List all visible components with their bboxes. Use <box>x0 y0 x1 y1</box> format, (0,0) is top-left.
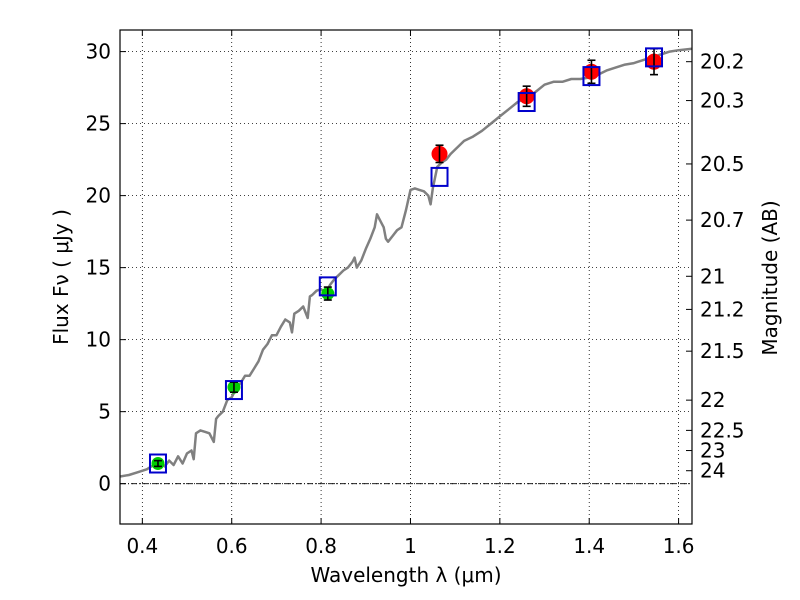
y-tick-label: 10 <box>86 328 111 352</box>
ticks: 0.4 0.6 0.8 1 1.2 1.4 1.6 0 5 10 15 20 25 30 20.2 20.3 2… <box>86 30 745 558</box>
x-tick-label: 0.8 <box>305 534 337 558</box>
model-photometry-marker <box>224 380 243 401</box>
y-tick-label: 25 <box>86 112 111 136</box>
right-tick-label: 21.5 <box>700 339 745 363</box>
model-spectrum-line <box>120 47 692 478</box>
y-tick-label: 5 <box>98 400 111 424</box>
right-tick-label: 22 <box>700 388 725 412</box>
x-tick-label: 1.4 <box>573 534 605 558</box>
y-axis-label: Flux Fν ( μJy ) <box>49 209 73 345</box>
model-photometry-marker <box>582 66 601 87</box>
x-tick-label: 1 <box>404 534 417 558</box>
y-tick-label: 30 <box>86 40 111 64</box>
right-tick-label: 21.2 <box>700 297 745 321</box>
model-photometry-marker <box>430 166 449 187</box>
data-layer <box>120 47 692 478</box>
y-tick-label: 20 <box>86 184 111 208</box>
model-photometry-marker <box>645 47 664 68</box>
right-tick-label: 20.3 <box>700 89 745 113</box>
x-tick-label: 1.2 <box>484 534 516 558</box>
right-tick-label: 20.2 <box>700 50 745 74</box>
right-axis-label: Magnitude (AB) <box>758 200 782 355</box>
model-photometry-marker <box>148 453 167 474</box>
y-tick-label: 15 <box>86 256 111 280</box>
right-tick-label: 22.5 <box>700 418 745 442</box>
x-tick-label: 1.6 <box>663 534 695 558</box>
x-tick-label: 0.4 <box>126 534 158 558</box>
x-tick-label: 0.6 <box>216 534 248 558</box>
plot-frame <box>119 29 693 525</box>
x-axis-label: Wavelength λ (μm) <box>310 563 501 587</box>
right-tick-label: 20.5 <box>700 152 745 176</box>
y-tick-label: 0 <box>98 472 111 496</box>
right-tick-label: 20.7 <box>700 208 745 232</box>
right-tick-label: 21 <box>700 264 725 288</box>
right-tick-label: 23 <box>700 439 725 463</box>
model-photometry-marker <box>318 276 337 297</box>
grid <box>120 30 692 524</box>
model-photometry-marker <box>517 92 536 113</box>
right-tick-label: 24 <box>700 459 725 483</box>
